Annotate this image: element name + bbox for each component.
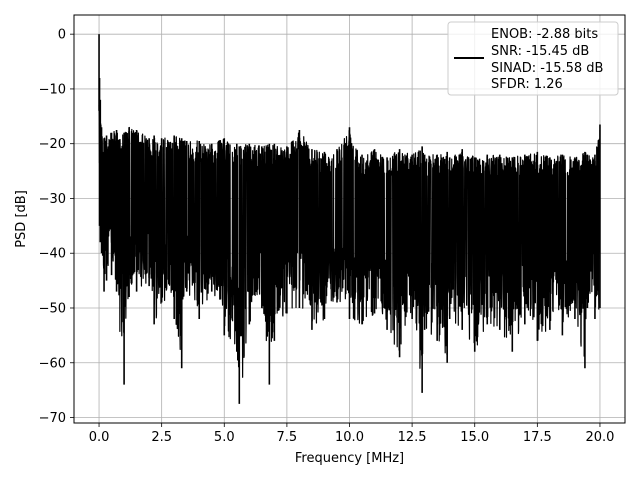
x-tick-label: 17.5 bbox=[523, 430, 552, 445]
y-tick-label: 0 bbox=[58, 28, 66, 43]
x-axis-label: Frequency [MHz] bbox=[295, 451, 404, 466]
legend-sfdr: SFDR: 1.26 bbox=[491, 77, 563, 92]
y-tick-label: −60 bbox=[39, 356, 66, 371]
plot-area bbox=[98, 34, 601, 404]
y-tick-label: −30 bbox=[39, 192, 66, 207]
x-tick-label: 7.5 bbox=[277, 430, 298, 445]
legend-snr: SNR: -15.45 dB bbox=[491, 44, 589, 59]
y-tick-label: −20 bbox=[39, 137, 66, 152]
legend-box bbox=[447, 21, 619, 96]
x-tick-label: 5.0 bbox=[214, 430, 235, 445]
x-tick-label: 15.0 bbox=[460, 430, 489, 445]
y-tick-label: −40 bbox=[39, 247, 66, 262]
y-axis-label: PSD [dB] bbox=[14, 190, 29, 248]
y-tick-label: −50 bbox=[39, 301, 66, 316]
legend: ENOB: -2.88 bits SNR: -15.45 dB SINAD: -… bbox=[447, 21, 619, 96]
x-tick-label: 2.5 bbox=[151, 430, 172, 445]
legend-sinad: SINAD: -15.58 dB bbox=[491, 61, 603, 76]
x-tick-label: 20.0 bbox=[585, 430, 614, 445]
x-tick-label: 12.5 bbox=[398, 430, 427, 445]
x-tick-label: 10.0 bbox=[335, 430, 364, 445]
legend-enob: ENOB: -2.88 bits bbox=[491, 27, 598, 42]
ticks: 0.0 2.5 5.0 7.5 10.0 12.5 15.0 17.5 20.0 0 −10 −20 −… bbox=[39, 28, 615, 445]
y-tick-label: −10 bbox=[39, 82, 66, 97]
y-tick-label: −70 bbox=[39, 411, 66, 426]
x-tick-label: 0.0 bbox=[89, 430, 110, 445]
